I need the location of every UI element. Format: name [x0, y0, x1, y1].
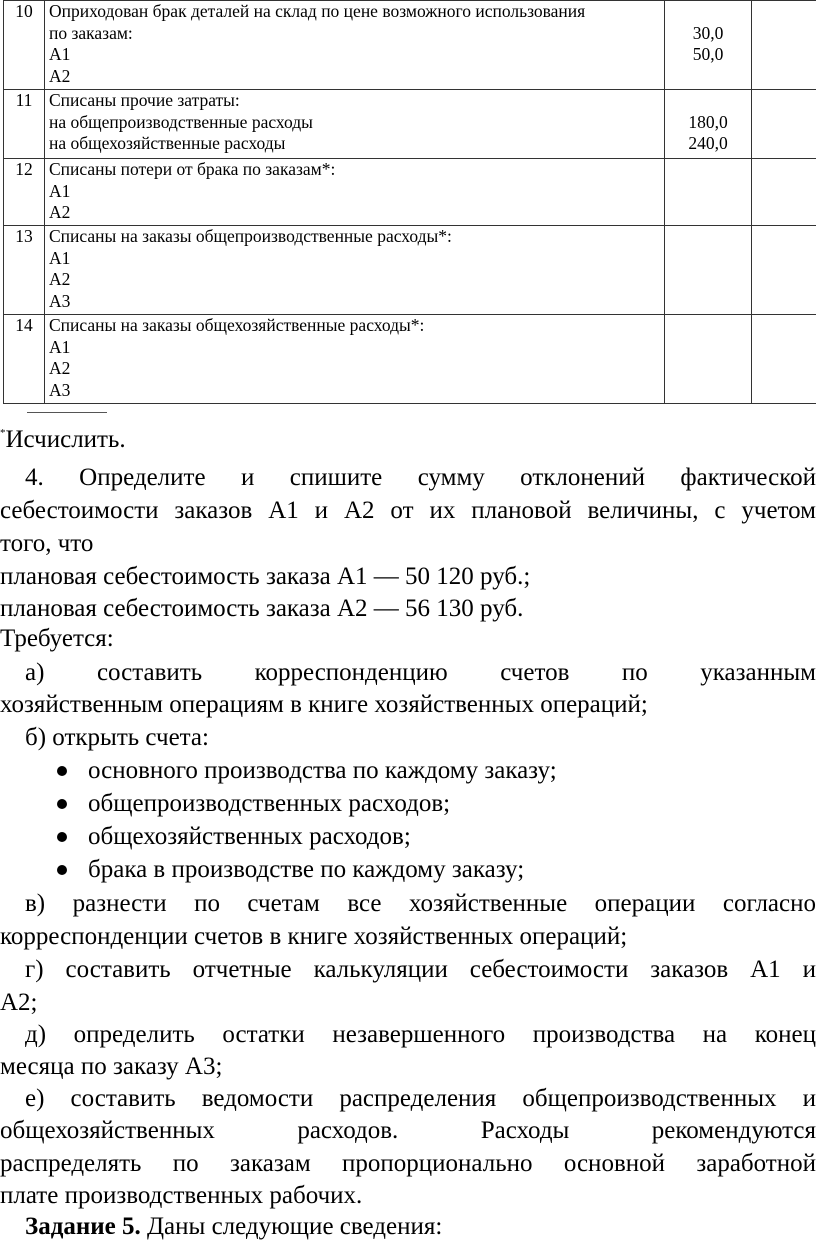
requirement-e: е) составить ведомости распределения общ… [25, 1082, 816, 1115]
amount-cell [665, 315, 752, 404]
table-row: 14 Списаны на заказы общехозяйственные р… [4, 315, 816, 404]
requirement-a: а) составить корреспонденцию счетов по у… [25, 656, 816, 689]
list-item: общепроизводственных расходов; [88, 787, 816, 820]
operation-description: Списаны на заказы общехозяйственные расх… [45, 315, 665, 404]
requirement-d-cont: месяца по заказу А3; [0, 1050, 816, 1083]
amount: 240,0 [665, 133, 751, 155]
description-line: А1 [49, 181, 664, 203]
description-line: на общепроизводственные расходы [49, 112, 664, 134]
description-line: Списаны прочие затраты: [49, 90, 664, 112]
task5-text: Даны следующие сведения: [141, 1213, 443, 1240]
description-line: А1 [49, 337, 664, 359]
description-line: Списаны потери от брака по заказам*: [49, 159, 664, 181]
footnote-text: Исчислить. [6, 426, 126, 453]
table-row: 10 Оприходован брак деталей на склад по … [4, 1, 816, 90]
amount-cell: 30,0 50,0 [665, 1, 752, 90]
bullet-icon [57, 865, 67, 875]
bullet-icon [57, 766, 67, 776]
operation-description: Списаны прочие затраты: на общепроизводс… [45, 90, 665, 159]
table-row: 12 Списаны потери от брака по заказам*: … [4, 159, 816, 226]
empty-cell [752, 159, 816, 226]
description-line: Списаны на заказы общепроизводственные р… [49, 226, 664, 248]
row-number: 10 [4, 1, 45, 90]
amount-cell [665, 226, 752, 315]
description-line: на общехозяйственные расходы [49, 133, 664, 155]
task4-line: 4. Определите и спишите сумму отклонений… [25, 461, 816, 494]
list-item: основного производства по каждому заказу… [88, 754, 816, 787]
requirement-v: в) разнести по счетам все хозяйственные … [25, 887, 816, 920]
requirement-a-cont: хозяйственным операциям в книге хозяйств… [0, 688, 816, 721]
description-line: Оприходован брак деталей на склад по цен… [49, 1, 664, 23]
row-number: 12 [4, 159, 45, 226]
empty-cell [752, 90, 816, 159]
description-line: А3 [49, 291, 664, 313]
requirement-g-cont: А2; [0, 986, 816, 1019]
bullet-icon [57, 799, 67, 809]
bullet-icon [57, 832, 67, 842]
operation-description: Списаны потери от брака по заказам*: А1 … [45, 159, 665, 226]
row-number: 14 [4, 315, 45, 404]
description-line: А3 [49, 380, 664, 402]
operation-description: Списаны на заказы общепроизводственные р… [45, 226, 665, 315]
description-line: А2 [49, 66, 664, 88]
requirement-g: г) составить отчетные калькуляции себест… [25, 953, 816, 986]
task5-label: Задание 5. [25, 1213, 141, 1240]
amount: 180,0 [665, 112, 751, 134]
operations-table: 10 Оприходован брак деталей на склад по … [3, 0, 816, 404]
required-heading: Требуется: [0, 622, 816, 655]
description-line: по заказам: [49, 23, 664, 45]
description-line: Списаны на заказы общехозяйственные расх… [49, 315, 664, 337]
task4-line: того, что [0, 527, 816, 560]
empty-cell [752, 1, 816, 90]
description-line: А1 [49, 248, 664, 270]
description-line: А2 [49, 269, 664, 291]
row-number: 11 [4, 90, 45, 159]
amount-cell: 180,0 240,0 [665, 90, 752, 159]
list-item: брака в производстве по каждому заказу; [88, 853, 816, 886]
table-row: 11 Списаны прочие затраты: на общепроизв… [4, 90, 816, 159]
plan-cost-a2: плановая себестоимость заказа А2 — 56 13… [0, 592, 816, 625]
list-item: общехозяйственных расходов; [88, 820, 816, 853]
requirement-v-cont: корреспонденции счетов в книге хозяйстве… [0, 920, 816, 953]
description-line: А2 [49, 358, 664, 380]
requirement-e-cont: распределять по заказам пропорционально … [0, 1147, 816, 1180]
amount: 30,0 [665, 23, 751, 45]
footnote-separator [27, 412, 107, 413]
row-number: 13 [4, 226, 45, 315]
table-row: 13 Списаны на заказы общепроизводственны… [4, 226, 816, 315]
operation-description: Оприходован брак деталей на склад по цен… [45, 1, 665, 90]
requirement-e-cont: общехозяйственных расходов. Расходы реко… [0, 1114, 816, 1147]
amount-cell [665, 159, 752, 226]
amount: 50,0 [665, 44, 751, 66]
footnote: *Исчислить. [0, 423, 816, 456]
requirement-e-cont: плате производственных рабочих. [0, 1179, 816, 1212]
task5-heading: Задание 5. Даны следующие сведения: [25, 1210, 816, 1243]
requirement-b: б) открыть счета: [25, 721, 816, 754]
empty-cell [752, 315, 816, 404]
empty-cell [752, 226, 816, 315]
task4-line: себестоимости заказов А1 и А2 от их план… [0, 494, 816, 527]
description-line: А2 [49, 202, 664, 224]
requirement-d: д) определить остатки незавершенного про… [25, 1018, 816, 1051]
description-line: А1 [49, 44, 664, 66]
plan-cost-a1: плановая себестоимость заказа А1 — 50 12… [0, 560, 816, 593]
